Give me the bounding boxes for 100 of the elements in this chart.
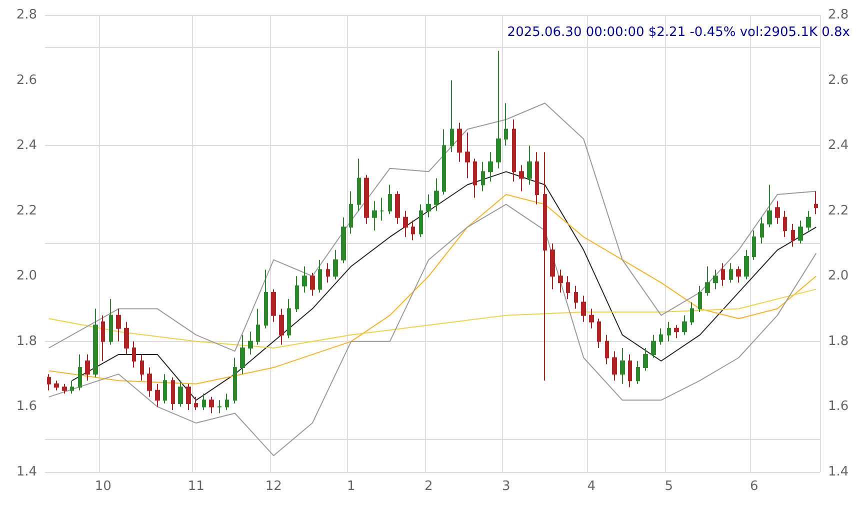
candlestick <box>78 354 82 391</box>
candlestick <box>721 262 725 286</box>
candlestick <box>271 288 276 322</box>
y-tick-label: 2.6 <box>16 72 37 88</box>
candlestick <box>93 308 98 378</box>
candlestick <box>411 220 415 241</box>
candlestick <box>217 400 222 414</box>
candlestick <box>581 295 586 322</box>
candlestick <box>612 350 617 382</box>
candlestick <box>233 357 237 404</box>
candlestick <box>248 331 253 355</box>
candlestick <box>667 321 671 342</box>
candlestick <box>767 184 772 228</box>
candlestick <box>705 266 710 296</box>
candlestick <box>798 220 803 244</box>
x-tick-label: 4 <box>587 479 596 494</box>
candlestick <box>426 194 431 218</box>
candlestick <box>54 380 59 391</box>
candlestick <box>457 122 462 162</box>
candlestick <box>504 102 508 146</box>
y2-tick-label: 1.4 <box>828 464 849 480</box>
candlestick <box>651 334 656 358</box>
candlestick <box>124 321 129 355</box>
y2-tick-label: 2.4 <box>828 138 849 154</box>
candlestick <box>419 204 423 238</box>
candlestick <box>589 308 594 329</box>
x-tick-label: 5 <box>664 479 674 494</box>
candlestick <box>225 393 229 410</box>
candlestick <box>512 118 516 182</box>
candlestick <box>488 152 493 182</box>
candlestick <box>47 374 51 391</box>
candlestick <box>574 285 578 310</box>
candlestick <box>380 197 384 222</box>
candlestick <box>481 161 485 192</box>
line-series <box>48 194 817 384</box>
candlestick <box>287 298 291 339</box>
candlestick <box>674 324 679 339</box>
candlestick <box>62 383 67 394</box>
candlestick <box>178 380 183 408</box>
y2-tick-label: 1.6 <box>828 399 849 414</box>
candlestick <box>550 243 555 290</box>
y-tick-label: 1.4 <box>16 464 37 480</box>
candlestick <box>372 200 377 231</box>
candlestick <box>310 272 315 296</box>
candlestick <box>147 367 152 398</box>
candlestick <box>605 334 609 365</box>
candlestick <box>279 308 284 346</box>
candlestick <box>775 200 780 224</box>
candlestick <box>364 174 369 224</box>
candlestick <box>698 285 702 313</box>
candlestick <box>163 374 167 404</box>
candlestick <box>543 152 547 382</box>
candlestick <box>566 276 570 300</box>
y-tick-label: 1.6 <box>16 399 37 414</box>
candlestick <box>783 210 787 238</box>
candlestick <box>690 302 694 326</box>
candlestick <box>109 298 113 346</box>
candlestick <box>442 128 446 196</box>
candlestick <box>450 80 454 153</box>
candlestick <box>760 216 764 244</box>
candlestick <box>333 250 338 280</box>
x-tick-label: 6 <box>750 479 758 494</box>
candlestick <box>318 259 322 293</box>
y2-tick-label: 2.0 <box>828 268 849 284</box>
x-tick-label: 3 <box>502 479 510 494</box>
candlestick <box>116 308 121 342</box>
candlestick <box>171 376 175 410</box>
candlestick <box>791 223 795 248</box>
x-tick-label: 11 <box>188 479 204 494</box>
y-tick-label: 1.8 <box>16 334 37 349</box>
candlestick <box>744 250 749 280</box>
candlestick <box>535 152 539 205</box>
candlestick <box>357 158 361 212</box>
candlestick <box>349 190 353 234</box>
candlestick <box>395 190 400 224</box>
candlestick <box>403 210 408 238</box>
candlestick <box>643 347 648 372</box>
candlestick <box>806 210 811 231</box>
candlestick <box>434 178 439 212</box>
y-tick-label: 2.4 <box>16 138 37 154</box>
x-tick-label: 2 <box>424 479 433 494</box>
text: 2025.06.30 00:00:00 $2.21 -0.45% vol:2905.1K 0.8x <box>507 25 850 40</box>
candlestick <box>202 393 206 410</box>
candlestick <box>256 308 260 346</box>
candlestick <box>814 190 818 215</box>
y2-tick-label: 2.8 <box>828 8 849 22</box>
candlestick <box>140 354 144 382</box>
candlestick <box>155 383 160 408</box>
candlestick <box>519 164 524 192</box>
candlestick <box>326 262 330 284</box>
candlestick <box>659 328 663 346</box>
y2-tick-label: 2.2 <box>828 203 849 218</box>
candlestick <box>620 347 625 384</box>
candlestick <box>628 354 632 388</box>
candlestick <box>736 266 741 284</box>
candlestick <box>729 262 733 284</box>
x-tick-label: 10 <box>94 479 112 494</box>
candlestick <box>264 269 268 329</box>
candlestick <box>85 354 90 382</box>
candlestick <box>295 276 299 313</box>
